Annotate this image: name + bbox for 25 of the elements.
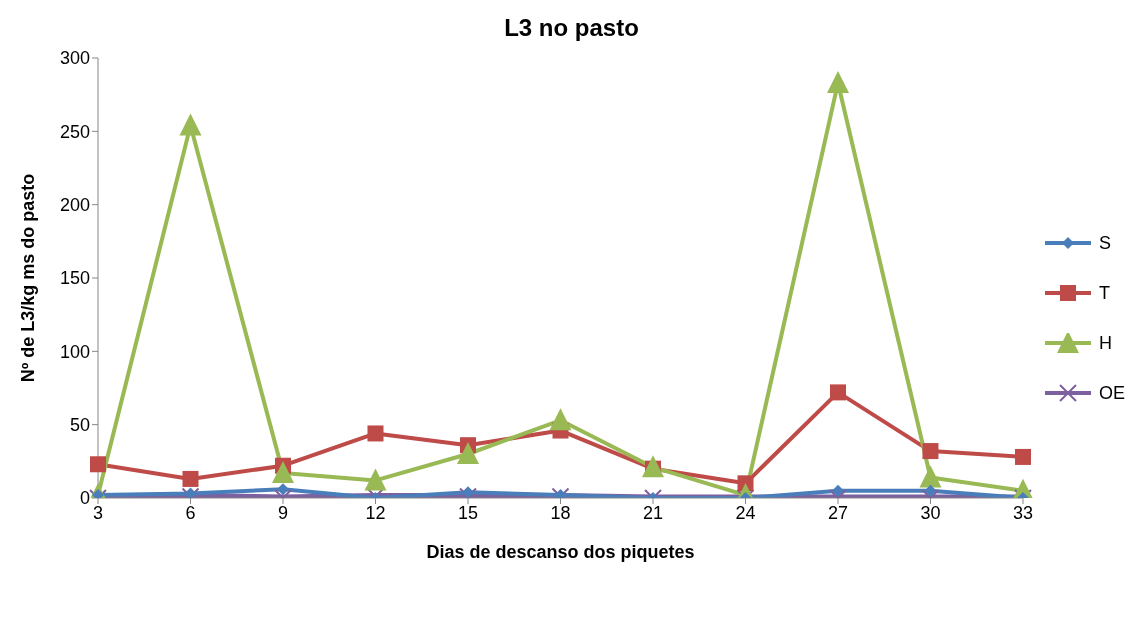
x-tick-label: 30 [920,502,941,523]
x-tick-label: 3 [92,502,104,523]
legend-label: S [1098,232,1111,255]
x-tick-label: 18 [550,502,571,523]
legend-label: H [1098,332,1112,355]
y-tick-label: 0 [79,488,90,509]
y-tick-label: 150 [59,268,90,289]
x-tick-label: 33 [1012,502,1033,523]
x-tick-label: 12 [365,502,386,523]
x-tick-label: 6 [185,502,196,523]
x-tick-label: 15 [457,502,479,523]
chart-title: L3 no pasto [503,13,640,43]
y-tick-label: 200 [59,195,90,216]
x-tick-label: 21 [642,502,664,523]
y-tick-label: 300 [59,48,90,69]
y-tick-label: 100 [59,341,90,362]
y-tick-label: 50 [69,415,90,436]
x-tick-label: 24 [735,502,756,523]
legend-label: OE [1098,382,1125,405]
y-axis-title: Nº de L3/kg ms do pasto [18,173,39,383]
x-tick-label: 27 [827,502,848,523]
x-axis-title: Dias de descanso dos piquetes [426,542,695,562]
x-tick-label: 9 [277,502,288,523]
y-tick-label: 250 [59,121,90,142]
legend-label: T [1098,282,1110,305]
